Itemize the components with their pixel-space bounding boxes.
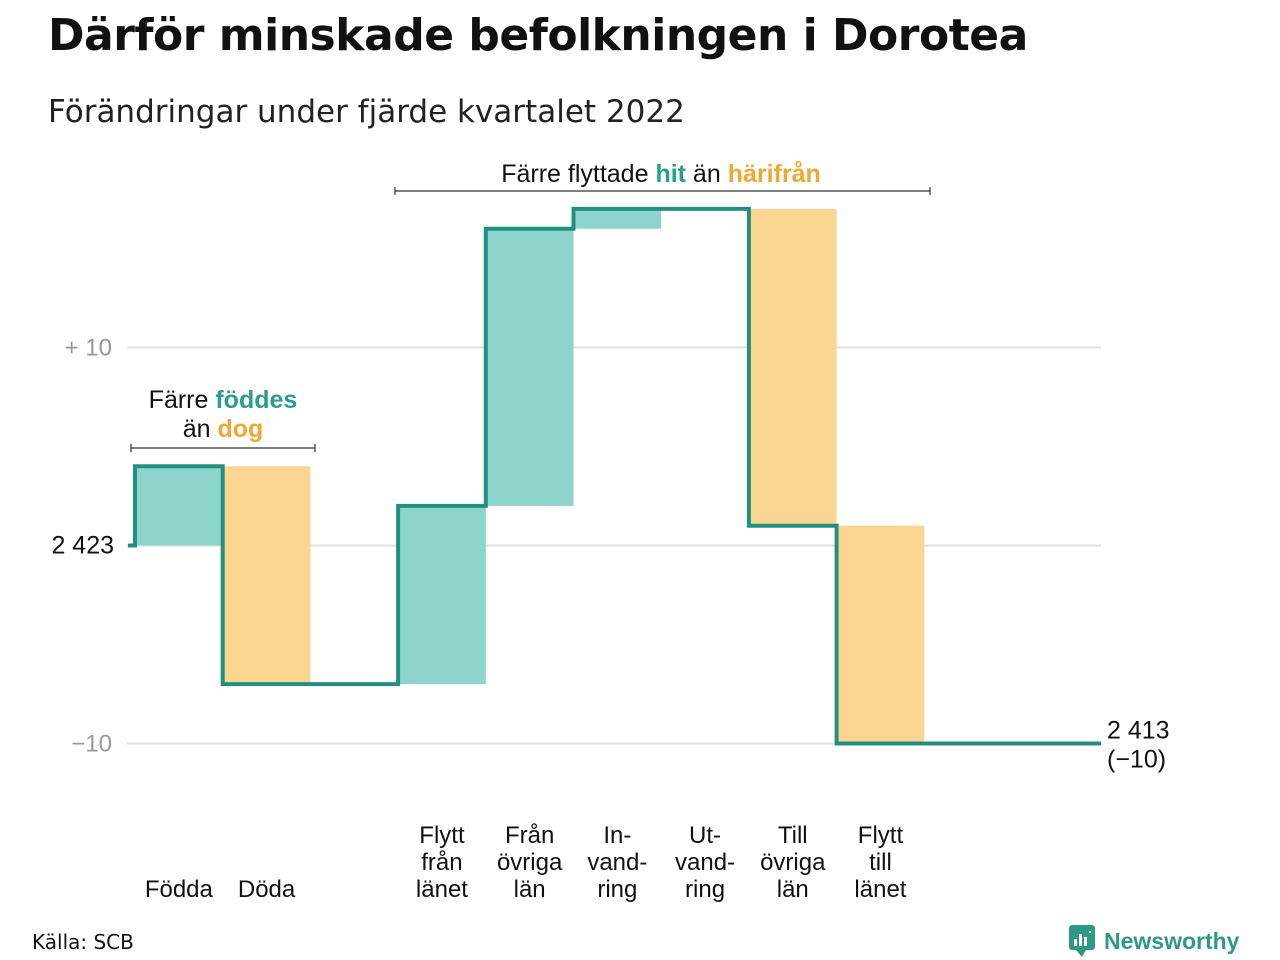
newsworthy-logo-icon (1069, 925, 1095, 957)
annotation-text: Färre föddes (149, 386, 298, 414)
waterfall-bar (837, 525, 925, 744)
category-label: från (421, 849, 462, 876)
annotation-teal-span: hit (655, 160, 686, 188)
annotation-plain-span: Färre (149, 386, 216, 414)
waterfall-bar (574, 208, 662, 229)
waterfall-bar (749, 208, 837, 526)
annotation-plain-span: än (686, 160, 728, 188)
category-label: In- (603, 822, 631, 849)
category-label: Döda (238, 876, 296, 903)
annotation-teal-span: föddes (215, 386, 297, 414)
category-label: till (869, 849, 892, 876)
category-label: vand- (587, 849, 647, 876)
newsworthy-logo: Newsworthy (1068, 924, 1239, 958)
start-value-label: 2 423 (51, 532, 114, 560)
end-change-label: (−10) (1107, 746, 1166, 774)
category-label: övriga (760, 849, 826, 876)
annotation-orange-span: dog (217, 415, 263, 443)
source-note: Källa: SCB (32, 930, 134, 954)
newsworthy-logo-text: Newsworthy (1104, 927, 1240, 954)
end-value-label: 2 413 (1107, 717, 1170, 745)
category-label: övriga (497, 849, 563, 876)
category-label: Ut- (689, 822, 721, 849)
annotation-plain-span: än (183, 415, 218, 443)
category-label: Från (505, 822, 554, 849)
annotation-text: Färre flyttade hit än härifrån (501, 160, 821, 188)
category-label: länet (854, 876, 906, 903)
category-label: Flytt (858, 822, 904, 849)
category-label: Till (778, 822, 808, 849)
annotation-plain-span: Färre flyttade (501, 160, 655, 188)
category-label: vand- (675, 849, 735, 876)
category-label: ring (597, 876, 637, 903)
waterfall-bar (486, 228, 574, 506)
y-tick-label: + 10 (65, 335, 112, 362)
category-label: ring (685, 876, 725, 903)
waterfall-bar (399, 505, 486, 685)
y-tick-label: −10 (71, 731, 112, 758)
category-label: länet (416, 876, 468, 903)
category-label: län (777, 876, 809, 903)
waterfall-bar (223, 466, 311, 685)
category-label: Flytt (419, 822, 465, 849)
annotation-text: än dog (183, 415, 264, 443)
chart-subtitle: Förändringar under fjärde kvartalet 2022 (48, 94, 685, 130)
category-label: Födda (145, 876, 214, 903)
waterfall-bar (136, 466, 223, 546)
annotation-orange-span: härifrån (728, 160, 821, 188)
category-label: län (514, 876, 546, 903)
population-step-line (128, 206, 1101, 746)
chart-title: Därför minskade befolkningen i Dorotea (48, 10, 1028, 61)
